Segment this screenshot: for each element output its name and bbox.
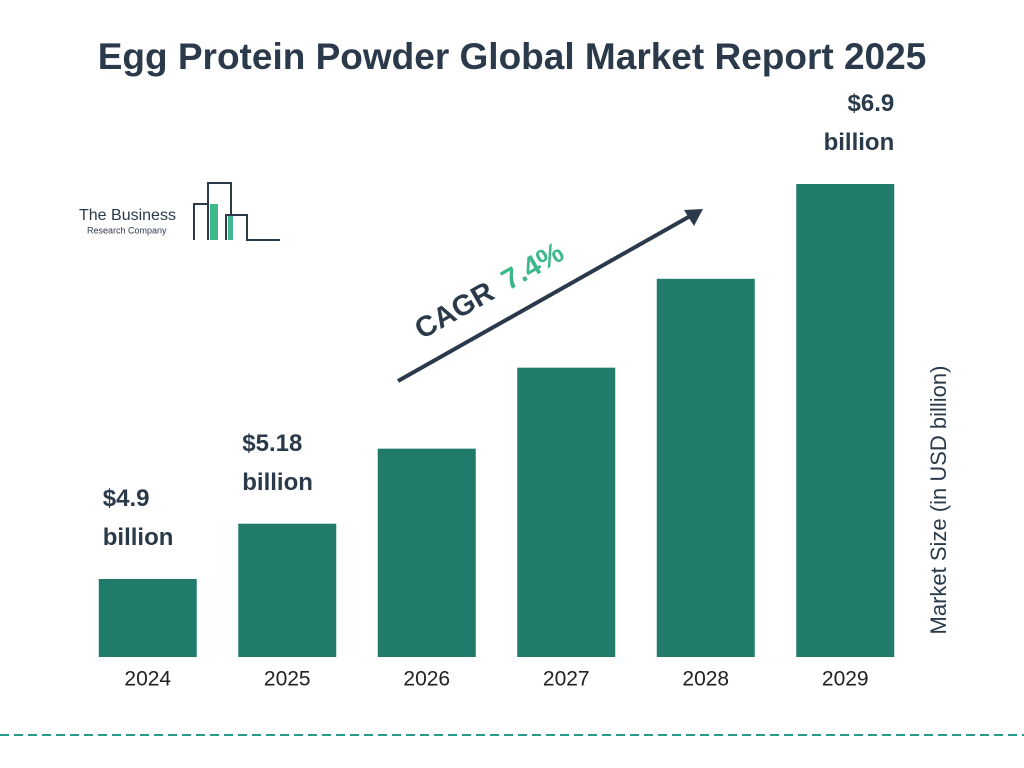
logo-subtext: Research Company [87,225,167,235]
x-tick-label: 2027 [543,668,590,691]
x-tick-label: 2029 [822,668,869,691]
bar [517,367,616,657]
cagr-value: 7.4% [496,236,569,297]
bar [238,523,337,657]
chart-title: Egg Protein Powder Global Market Report … [97,36,927,77]
bar [796,184,895,657]
value-label: $4.9 billion [102,485,174,551]
x-tick-label: 2024 [124,668,171,691]
bar [98,579,197,657]
cagr-arrowhead [684,209,703,226]
bar [377,448,476,657]
x-tick-label: 2026 [403,668,450,691]
logo: The Business Research Company [79,182,280,241]
value-label: $5.18 billion [242,429,313,496]
cagr-arrow [397,213,693,383]
logo-text: The Business [79,207,176,224]
x-tick-label: 2025 [264,668,311,691]
y-axis-label: Market Size (in USD billion) [926,366,951,635]
x-tick-label: 2028 [682,668,729,691]
cagr-label: CAGR [409,276,499,346]
value-label: $6.9 billion [823,90,895,156]
bar [656,278,755,657]
